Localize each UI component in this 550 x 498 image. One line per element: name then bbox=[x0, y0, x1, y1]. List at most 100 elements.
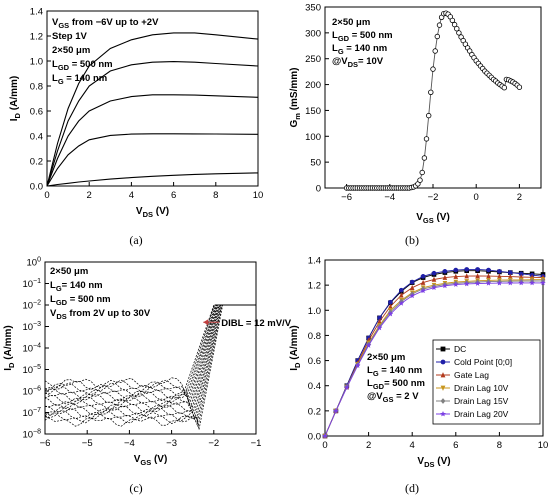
y-axis-label: ID (A/mm) bbox=[9, 76, 22, 121]
series-5-point bbox=[376, 324, 383, 331]
y-tick-label: 0.2 bbox=[30, 157, 43, 168]
series-1-point bbox=[388, 299, 393, 305]
gm-point bbox=[419, 169, 425, 176]
annotation-2-rest: = 140 nm bbox=[344, 43, 388, 54]
x-tick-label: −2 bbox=[428, 192, 439, 203]
series-5-point bbox=[322, 433, 328, 439]
y-tick-label: 10−6 bbox=[22, 386, 41, 398]
panel-caption: (b) bbox=[405, 233, 419, 247]
series-2-point bbox=[453, 273, 459, 279]
x-axis-label-rest: (V) bbox=[434, 456, 450, 467]
y-tick-label: 100 bbox=[305, 132, 321, 143]
annotation-1: LG = 140 nm bbox=[367, 365, 422, 378]
series-5-point bbox=[518, 279, 524, 286]
y-tick-exp: −5 bbox=[33, 364, 41, 371]
series-2-point bbox=[377, 318, 382, 324]
y-tick-label: 0.2 bbox=[308, 406, 321, 417]
gm-point bbox=[423, 136, 430, 142]
annotation-3: VDS from 2V up to 30V bbox=[50, 308, 151, 321]
annotation-0: 2×50 μm bbox=[367, 352, 405, 363]
series-2-point bbox=[388, 303, 393, 309]
series-2-point bbox=[486, 273, 491, 279]
gm-point bbox=[432, 48, 438, 54]
series-1-point bbox=[486, 267, 491, 273]
annotation-1-main: Step 1V bbox=[52, 31, 88, 42]
id-sweep-line-1 bbox=[44, 304, 256, 395]
annotation-1-rest: = 140 nm bbox=[379, 365, 423, 376]
dibl-label: DIBL = 12 mV/V bbox=[221, 318, 291, 329]
y-tick-label: 50 bbox=[310, 158, 321, 169]
x-tick-label: 8 bbox=[497, 440, 502, 451]
x-axis-label: VDS (V) bbox=[136, 206, 169, 219]
x-tick-label: −3 bbox=[166, 438, 177, 449]
y-tick-base: 10 bbox=[22, 387, 33, 398]
y-tick-exp: −7 bbox=[33, 407, 41, 414]
annotation-2-rest: = 500 nm bbox=[384, 378, 425, 389]
annotation-3: @VDS= 10V bbox=[332, 56, 384, 69]
annotation-1: Step 1V bbox=[52, 31, 88, 42]
annotation-0: 2×50 μm bbox=[50, 266, 88, 277]
annotation-2: 2×50 μm bbox=[52, 45, 90, 56]
series-5-point bbox=[431, 284, 437, 290]
y-axis-label-main: I bbox=[9, 118, 20, 121]
y-tick-base: 10 bbox=[22, 430, 33, 441]
y-axis-label-sub: D bbox=[13, 112, 22, 118]
y-axis-label-sub: D bbox=[293, 362, 302, 368]
series-5-point bbox=[398, 300, 405, 306]
annotation-2-main: 2×50 μm bbox=[52, 45, 90, 56]
id-sweep-line-0 bbox=[44, 304, 256, 393]
id-sweep-line-11 bbox=[44, 304, 256, 423]
annotation-2-sub: GD bbox=[56, 298, 68, 307]
legend-marker bbox=[440, 385, 446, 391]
annotation-1-main: L bbox=[367, 365, 373, 376]
series-line-1 bbox=[46, 133, 259, 187]
annotation-0: 2×50 μm bbox=[332, 17, 370, 28]
chart-panel-d: 0 2 4 6 8 10 0.0 0.2 0.4 0.6 0.8 1.0 1.2 1.4 DC Cold Po… bbox=[289, 256, 548, 496]
y-axis-label-rest: (A/mm) bbox=[289, 325, 300, 362]
annotation-3-rest: = 2 V bbox=[393, 391, 419, 402]
annotation-2-main: L bbox=[50, 294, 56, 305]
y-tick-exp: −8 bbox=[33, 429, 41, 436]
legend-entry: Drain Lag 15V bbox=[454, 396, 509, 406]
series-line-3 bbox=[46, 61, 259, 187]
series-2-point bbox=[442, 274, 448, 280]
series-2-point bbox=[409, 284, 415, 290]
annotation-2-main: L bbox=[367, 378, 373, 389]
id-sweep-line-14 bbox=[44, 304, 256, 430]
series-line-4 bbox=[46, 32, 259, 187]
y-tick-label: 350 bbox=[305, 3, 321, 14]
id-sweep-line-9 bbox=[44, 304, 256, 418]
id-sweep-line-10 bbox=[44, 304, 256, 420]
gm-point bbox=[436, 22, 443, 28]
series-5-point bbox=[409, 292, 415, 299]
y-tick-base: 10 bbox=[22, 365, 33, 376]
annotation-1-main: L bbox=[50, 280, 56, 291]
annotation-0-rest: from −6V up to +2V bbox=[69, 17, 159, 28]
x-tick-label: −1 bbox=[251, 438, 262, 449]
y-tick-label: 0.0 bbox=[308, 432, 321, 443]
x-tick-label: −6 bbox=[341, 192, 352, 203]
annotation-1-sub: G bbox=[373, 369, 379, 378]
id-sweep-line-6 bbox=[44, 304, 256, 409]
annotation-2: LG = 140 nm bbox=[332, 43, 387, 56]
annotation-0-main: 2×50 μm bbox=[50, 266, 88, 277]
y-tick-exp: −1 bbox=[33, 278, 41, 285]
annotation-3: LGD = 500 nm bbox=[52, 59, 113, 72]
y-tick-label: 1.4 bbox=[30, 7, 43, 18]
annotation-0-sub: GS bbox=[58, 21, 69, 30]
annotation-3-main: L bbox=[52, 59, 58, 70]
annotation-1-sub: G bbox=[56, 284, 62, 293]
x-tick-label: −6 bbox=[40, 438, 51, 449]
y-tick-base: 10 bbox=[22, 344, 33, 355]
x-axis-label-main: V bbox=[136, 206, 143, 217]
gm-point bbox=[516, 84, 523, 90]
series-1-point bbox=[518, 271, 524, 277]
legend-marker bbox=[440, 398, 446, 404]
y-tick-label: 1.0 bbox=[30, 57, 43, 68]
legend-marker bbox=[440, 359, 446, 365]
annotation-3-rest: = 500 nm bbox=[69, 59, 113, 70]
x-tick-label: 4 bbox=[410, 440, 415, 451]
annotation-0: VGS from −6V up to +2V bbox=[52, 17, 159, 30]
